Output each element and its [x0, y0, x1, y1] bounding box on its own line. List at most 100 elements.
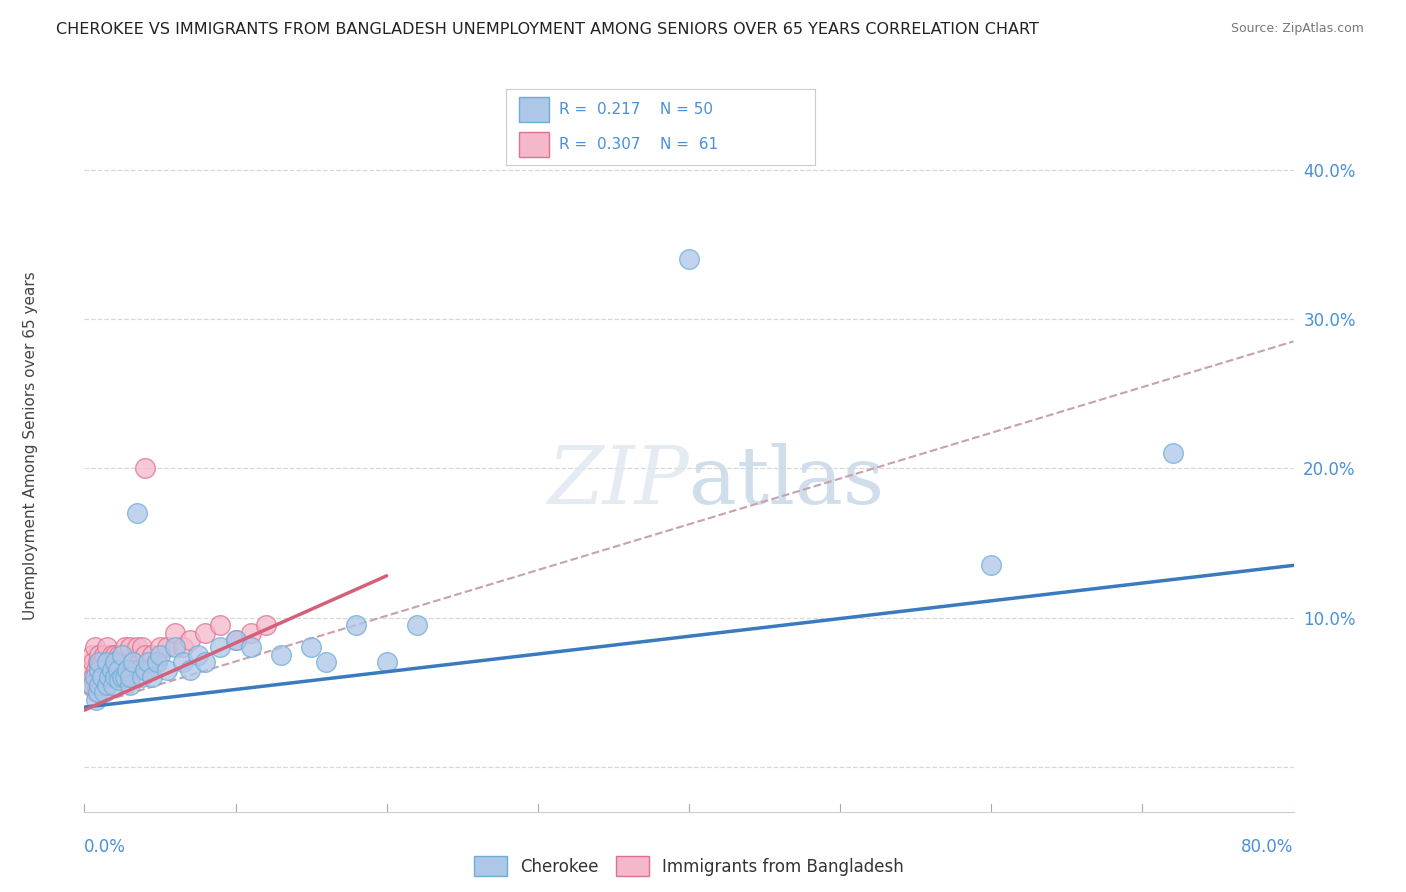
- Point: [89, 663, 111, 677]
- Point: [84, 678, 107, 692]
- Point: [84, 640, 107, 655]
- Legend: Cherokee, Immigrants from Bangladesh: Cherokee, Immigrants from Bangladesh: [467, 850, 911, 882]
- Point: [149, 648, 172, 662]
- Point: [209, 640, 232, 655]
- Point: [100, 648, 122, 662]
- Point: [118, 640, 141, 655]
- Point: [82, 670, 104, 684]
- Point: [80, 648, 103, 662]
- Point: [375, 656, 398, 670]
- Point: [86, 663, 108, 677]
- Point: [114, 670, 136, 684]
- FancyBboxPatch shape: [519, 97, 550, 122]
- Point: [146, 656, 169, 670]
- Point: [107, 663, 129, 677]
- Point: [406, 618, 429, 632]
- Point: [91, 670, 114, 684]
- Text: CHEROKEE VS IMMIGRANTS FROM BANGLADESH UNEMPLOYMENT AMONG SENIORS OVER 65 YEARS : CHEROKEE VS IMMIGRANTS FROM BANGLADESH U…: [56, 22, 1039, 37]
- Point: [89, 656, 111, 670]
- Point: [115, 663, 138, 677]
- Point: [90, 670, 112, 684]
- Point: [112, 663, 135, 677]
- Point: [107, 663, 129, 677]
- Point: [118, 670, 141, 684]
- Point: [134, 648, 156, 662]
- Point: [82, 656, 104, 670]
- FancyBboxPatch shape: [519, 132, 550, 158]
- Point: [97, 670, 120, 684]
- Point: [89, 663, 111, 677]
- Point: [86, 692, 108, 706]
- Point: [122, 663, 145, 677]
- Point: [111, 648, 134, 662]
- Point: [96, 640, 118, 655]
- Point: [80, 678, 103, 692]
- Point: [96, 678, 118, 692]
- Point: [79, 678, 101, 692]
- Point: [94, 670, 117, 684]
- Point: [97, 670, 120, 684]
- Point: [187, 648, 209, 662]
- Point: [172, 656, 194, 670]
- Point: [346, 618, 368, 632]
- Point: [118, 678, 141, 692]
- Point: [84, 670, 107, 684]
- Point: [87, 656, 110, 670]
- Point: [134, 461, 156, 475]
- Point: [146, 656, 169, 670]
- Point: [194, 656, 217, 670]
- Point: [80, 663, 103, 677]
- Point: [108, 673, 131, 688]
- Point: [1161, 446, 1184, 460]
- Point: [239, 625, 262, 640]
- Point: [104, 648, 127, 662]
- Text: R =  0.217    N = 50: R = 0.217 N = 50: [558, 102, 713, 117]
- Point: [114, 640, 136, 655]
- Point: [108, 648, 131, 662]
- Point: [111, 656, 134, 670]
- Point: [179, 633, 201, 648]
- Text: ZIP: ZIP: [547, 443, 689, 521]
- Point: [172, 640, 194, 655]
- Point: [127, 506, 149, 520]
- Point: [141, 670, 163, 684]
- Point: [121, 656, 143, 670]
- Point: [299, 640, 322, 655]
- Text: R =  0.307    N =  61: R = 0.307 N = 61: [558, 137, 718, 153]
- Point: [111, 670, 134, 684]
- Point: [131, 640, 153, 655]
- Point: [101, 670, 124, 684]
- Point: [93, 685, 115, 699]
- Point: [315, 656, 337, 670]
- Point: [89, 678, 111, 692]
- Point: [111, 648, 134, 662]
- Text: Source: ZipAtlas.com: Source: ZipAtlas.com: [1230, 22, 1364, 36]
- Point: [163, 640, 186, 655]
- Point: [131, 670, 153, 684]
- Point: [136, 656, 159, 670]
- Point: [194, 625, 217, 640]
- Point: [89, 678, 111, 692]
- Point: [254, 618, 277, 632]
- Point: [101, 678, 124, 692]
- Point: [104, 663, 127, 677]
- Point: [93, 663, 115, 677]
- Point: [93, 648, 115, 662]
- Point: [136, 663, 159, 677]
- Point: [105, 656, 128, 670]
- Point: [86, 685, 108, 699]
- Point: [128, 663, 150, 677]
- Point: [134, 663, 156, 677]
- Point: [225, 633, 247, 648]
- Point: [115, 656, 138, 670]
- Point: [89, 648, 111, 662]
- Point: [225, 633, 247, 648]
- Point: [96, 678, 118, 692]
- Point: [156, 640, 179, 655]
- Point: [239, 640, 262, 655]
- Point: [980, 558, 1002, 573]
- Point: [179, 663, 201, 677]
- Point: [678, 252, 700, 267]
- Point: [110, 670, 132, 684]
- Point: [121, 656, 143, 670]
